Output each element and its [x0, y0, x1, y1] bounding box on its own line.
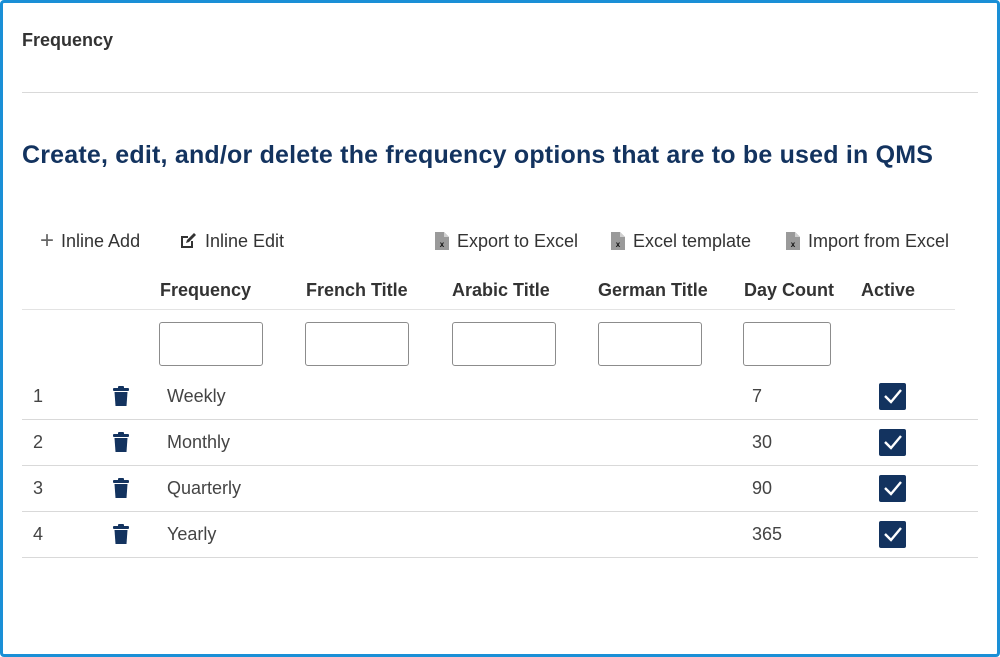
table-row[interactable]: 2 Monthly 30: [22, 419, 978, 466]
page-title: Frequency: [22, 30, 114, 50]
inline-add-label: Inline Add: [61, 230, 141, 251]
export-to-excel-button[interactable]: x Export to Excel: [434, 229, 578, 253]
active-checkbox[interactable]: [879, 373, 906, 419]
import-from-excel-label: Import from Excel: [808, 230, 950, 251]
trash-icon[interactable]: [112, 373, 130, 419]
table-row[interactable]: 3 Quarterly 90: [22, 465, 978, 512]
trash-icon[interactable]: [112, 419, 130, 465]
svg-text:x: x: [440, 240, 445, 249]
table-row[interactable]: 1 Weekly 7: [22, 373, 978, 420]
row-index: 2: [33, 431, 44, 452]
column-header-active[interactable]: Active: [861, 280, 916, 300]
active-checkbox[interactable]: [879, 511, 906, 557]
pencil-square-icon: [178, 231, 198, 251]
day-count-cell: 30: [752, 431, 773, 452]
title-divider: [22, 92, 978, 93]
header-divider: [22, 309, 955, 310]
day-count-filter-input[interactable]: [743, 322, 831, 366]
checkbox-checked-icon: [879, 474, 906, 502]
day-count-cell: 90: [752, 477, 773, 498]
column-header-day-count[interactable]: Day Count: [744, 280, 834, 300]
french-title-filter-input[interactable]: [305, 322, 409, 366]
column-header-german-title[interactable]: German Title: [598, 280, 708, 300]
inline-add-button[interactable]: + Inline Add: [40, 229, 140, 253]
column-header-french-title[interactable]: French Title: [306, 280, 408, 300]
svg-text:x: x: [791, 240, 796, 249]
column-header-frequency[interactable]: Frequency: [160, 280, 252, 300]
inline-edit-button[interactable]: Inline Edit: [178, 229, 284, 253]
day-count-cell: 365: [752, 523, 783, 544]
trash-icon[interactable]: [112, 511, 130, 557]
frequency-cell: Monthly: [167, 431, 231, 452]
export-to-excel-label: Export to Excel: [457, 230, 579, 251]
inline-edit-label: Inline Edit: [205, 230, 285, 251]
svg-text:x: x: [616, 240, 621, 249]
row-index: 3: [33, 477, 44, 498]
excel-file-icon: x: [610, 231, 626, 251]
plus-icon: +: [40, 227, 55, 254]
excel-template-label: Excel template: [633, 230, 752, 251]
day-count-cell: 7: [752, 385, 763, 406]
excel-template-button[interactable]: x Excel template: [610, 229, 751, 253]
excel-file-icon: x: [785, 231, 801, 251]
active-checkbox[interactable]: [879, 419, 906, 465]
page-headline: Create, edit, and/or delete the frequenc…: [22, 141, 934, 169]
table-row[interactable]: 4 Yearly 365: [22, 511, 978, 558]
german-title-filter-input[interactable]: [598, 322, 702, 366]
import-from-excel-button[interactable]: x Import from Excel: [785, 229, 949, 253]
frequency-cell: Weekly: [167, 385, 226, 406]
frequency-cell: Quarterly: [167, 477, 242, 498]
row-index: 4: [33, 523, 44, 544]
frequency-cell: Yearly: [167, 523, 217, 544]
column-header-arabic-title[interactable]: Arabic Title: [452, 280, 550, 300]
checkbox-checked-icon: [879, 382, 906, 410]
active-checkbox[interactable]: [879, 465, 906, 511]
trash-icon[interactable]: [112, 465, 130, 511]
frequency-filter-input[interactable]: [159, 322, 263, 366]
checkbox-checked-icon: [879, 428, 906, 456]
arabic-title-filter-input[interactable]: [452, 322, 556, 366]
excel-file-icon: x: [434, 231, 450, 251]
checkbox-checked-icon: [879, 520, 906, 548]
row-index: 1: [33, 385, 44, 406]
